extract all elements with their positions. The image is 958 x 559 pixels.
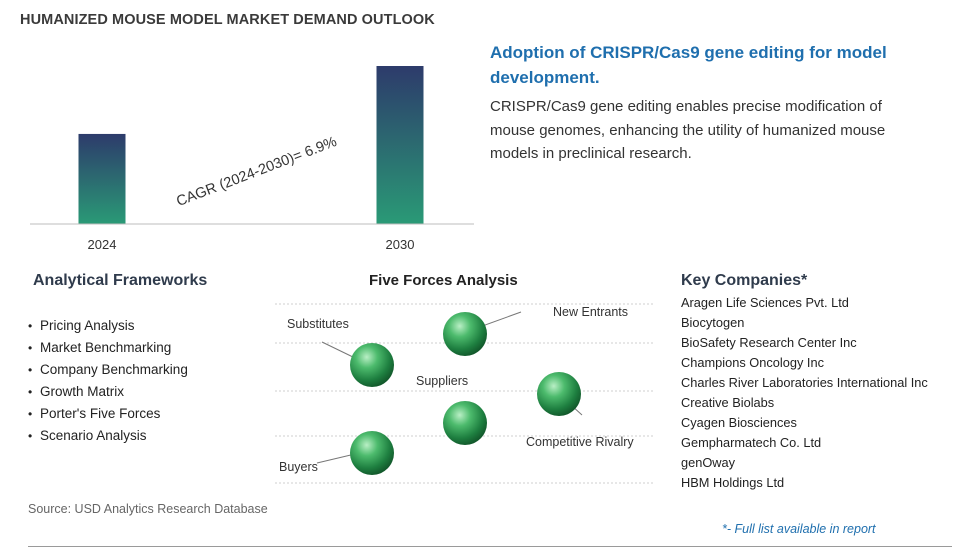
- frameworks-title: Analytical Frameworks: [33, 272, 208, 289]
- framework-item: Growth Matrix: [28, 381, 188, 403]
- leader-line-substitutes: [321, 341, 356, 359]
- bar-chart: 2024 2030 CAGR (2024-2030)= 6.9%: [30, 40, 474, 265]
- five-forces-svg: [275, 303, 655, 484]
- framework-item: Porter's Five Forces: [28, 403, 188, 425]
- frameworks-list: Pricing Analysis Market Benchmarking Com…: [28, 315, 188, 447]
- companies-list: Aragen Life Sciences Pvt. Ltd Biocytogen…: [681, 293, 951, 493]
- company-item: Charles River Laboratories International…: [681, 375, 928, 390]
- bar-chart-svg: 2024 2030: [30, 66, 474, 252]
- company-item: Gempharmatech Co. Ltd: [681, 435, 822, 450]
- force-label-suppliers: Suppliers: [416, 374, 469, 388]
- highlight-title: Adoption of CRISPR/Cas9 gene editing for…: [490, 43, 887, 87]
- companies-note: *- Full list available in report: [722, 522, 876, 536]
- force-label-buyers: Buyers: [279, 460, 318, 474]
- page-title: HUMANIZED MOUSE MODEL MARKET DEMAND OUTL…: [20, 12, 435, 28]
- company-item: Creative Biolabs: [681, 395, 775, 410]
- company-item: Aragen Life Sciences Pvt. Ltd: [681, 295, 849, 310]
- company-item: Biocytogen: [681, 315, 745, 330]
- company-item: genOway: [681, 455, 736, 470]
- sphere-competitive-rivalry: [537, 372, 581, 416]
- framework-item: Market Benchmarking: [28, 337, 188, 359]
- framework-item: Company Benchmarking: [28, 359, 188, 381]
- companies-title: Key Companies*: [681, 272, 808, 289]
- bar-2030: [376, 66, 424, 224]
- bottom-divider: [28, 546, 952, 547]
- x-tick-label-2030: 2030: [386, 237, 415, 252]
- force-label-competitive-rivalry: Competitive Rivalry: [526, 435, 634, 449]
- force-label-new-entrants: New Entrants: [553, 305, 629, 319]
- framework-item: Scenario Analysis: [28, 425, 188, 447]
- company-item: Cyagen Biosciences: [681, 415, 797, 430]
- sphere-suppliers: [443, 401, 487, 445]
- sphere-new-entrants: [443, 312, 487, 356]
- source-note: Source: USD Analytics Research Database: [28, 502, 268, 516]
- leader-line-buyers: [316, 453, 356, 464]
- force-label-substitutes: Substitutes: [287, 317, 349, 331]
- bar-2024: [78, 133, 126, 224]
- highlight-text: CRISPR/Cas9 gene editing enables precise…: [490, 98, 886, 162]
- five-forces-title: Five Forces Analysis: [369, 272, 518, 289]
- company-item: HBM Holdings Ltd: [681, 475, 785, 490]
- x-tick-label-2024: 2024: [88, 237, 117, 252]
- company-item: Champions Oncology Inc: [681, 355, 824, 370]
- sphere-buyers: [350, 431, 394, 475]
- five-forces-diagram: Substitutes New Entrants Suppliers Compe…: [275, 300, 655, 490]
- framework-item: Pricing Analysis: [28, 315, 188, 337]
- sphere-substitutes: [350, 343, 394, 387]
- company-item: BioSafety Research Center Inc: [681, 335, 857, 350]
